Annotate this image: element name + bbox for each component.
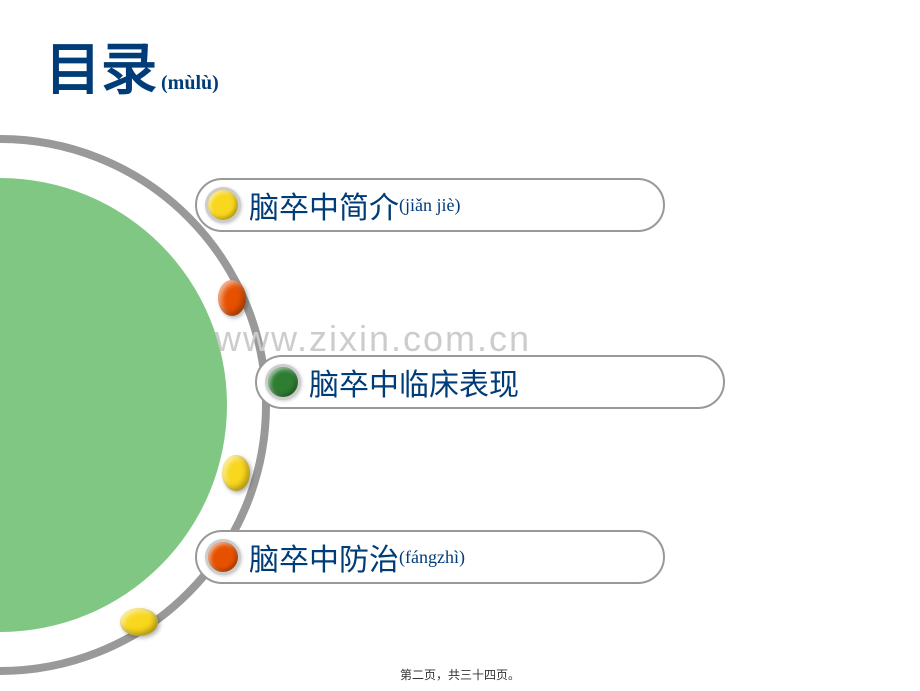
title-pinyin: (mùlù) (161, 72, 219, 94)
arc-bead-1 (222, 455, 250, 491)
toc-item-sublabel-0: (jiǎn jiè) (399, 195, 460, 216)
toc-item-dot-1 (265, 364, 301, 400)
toc-item-sublabel-2: (fángzhì) (399, 547, 465, 568)
toc-item-2: 脑卒中防治(fángzhì) (195, 530, 665, 584)
watermark: www.zixin.com.cn (215, 318, 531, 360)
toc-item-label-1: 脑卒中临床表现 (309, 360, 519, 404)
toc-item-label-2: 脑卒中防治 (249, 535, 399, 579)
toc-item-1: 脑卒中临床表现 (255, 355, 725, 409)
toc-item-dot-0 (205, 187, 241, 223)
title-main: 目录 (45, 40, 157, 102)
toc-item-dot-2 (205, 539, 241, 575)
toc-item-label-0: 脑卒中简介 (249, 183, 399, 227)
page-footer: 第二页，共三十四页。 (0, 666, 920, 683)
arc-bead-2 (120, 608, 158, 636)
toc-item-0: 脑卒中简介(jiǎn jiè) (195, 178, 665, 232)
page-title: 目录 (mùlù) (45, 25, 219, 106)
arc-bead-0 (218, 280, 246, 316)
